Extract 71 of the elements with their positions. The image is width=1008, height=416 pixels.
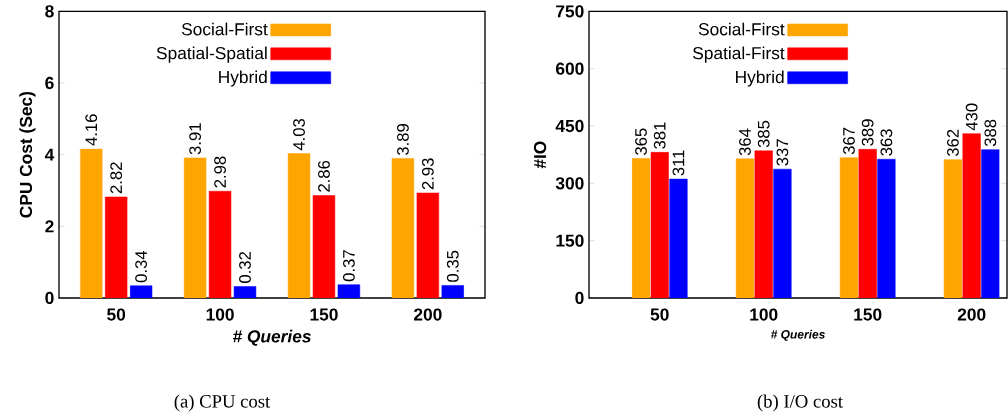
y-tick-label: 750 (556, 5, 584, 18)
y-tick-label: 6 (45, 76, 54, 90)
bar (441, 285, 464, 298)
data-label: 381 (653, 122, 666, 149)
y-tick-label: 2 (45, 220, 54, 233)
data-label: 367 (843, 127, 855, 155)
x-tick-label: 50 (107, 308, 126, 321)
x-tick-label: 200 (414, 308, 442, 321)
bar (877, 158, 896, 298)
data-label: 2.93 (421, 158, 434, 190)
legend-label: Spatial-Spatial (156, 46, 267, 63)
y-tick-label: 8 (45, 5, 54, 18)
legend-label: Hybrid (219, 70, 267, 87)
bar (735, 158, 755, 298)
y-tick-label: 600 (556, 62, 584, 75)
y-tick-label: 0 (575, 291, 584, 305)
data-label: 3.91 (189, 123, 202, 155)
bar (858, 149, 877, 298)
y-axis-title: CPU Cost (Sec) (19, 91, 36, 218)
data-label: 0.37 (343, 250, 355, 282)
x-tick-label: 200 (957, 308, 986, 321)
data-label: 3.89 (397, 124, 409, 156)
data-label: 363 (880, 129, 893, 156)
x-axis-title: # Queries (233, 329, 311, 346)
data-label: 2.82 (110, 162, 123, 194)
y-axis-title: #IO (533, 141, 547, 169)
bar (981, 149, 1000, 298)
legend-label: Hybrid (736, 70, 784, 87)
bar (943, 159, 963, 298)
data-label: 0.34 (135, 250, 147, 283)
data-label: 4.03 (293, 118, 305, 151)
x-tick-label: 150 (310, 308, 338, 321)
y-tick-label: 0 (45, 291, 54, 305)
data-label: 0.32 (239, 251, 251, 283)
text: (a) CPU cost (174, 394, 271, 412)
y-tick-label: 300 (555, 177, 584, 190)
data-label: 337 (776, 139, 789, 166)
bar (129, 285, 153, 298)
bar (631, 158, 651, 298)
x-tick-label: 100 (750, 308, 778, 321)
data-label: 430 (965, 103, 978, 131)
data-label: 365 (635, 128, 647, 155)
bar (773, 168, 792, 298)
x-tick-label: 50 (650, 308, 669, 321)
data-label: 362 (947, 129, 959, 157)
data-label: 389 (861, 119, 874, 146)
text: (b) I/O cost (757, 394, 843, 412)
data-label: 385 (757, 120, 770, 148)
data-label: 311 (672, 150, 685, 176)
data-label: 2.86 (318, 160, 330, 192)
y-tick-label: 4 (44, 148, 55, 161)
data-label: 4.16 (85, 114, 98, 146)
x-axis-title: # Queries (771, 329, 825, 341)
legend-label: Social-First (698, 22, 785, 36)
bar (337, 284, 361, 298)
bar (669, 178, 688, 298)
y-tick-label: 150 (556, 234, 584, 247)
data-label: 2.98 (214, 156, 226, 188)
legend-label: Social-First (181, 22, 268, 36)
bar (650, 152, 669, 298)
bar (233, 286, 257, 298)
legend-label: Spatial-First (693, 46, 785, 63)
data-label: 364 (739, 128, 751, 156)
bar (754, 150, 773, 298)
x-tick-label: 100 (206, 308, 234, 321)
data-label: 0.35 (446, 250, 459, 282)
y-tick-label: 450 (555, 119, 584, 133)
data-label: 388 (984, 119, 997, 147)
bar (839, 157, 859, 298)
x-tick-label: 150 (854, 308, 882, 321)
bar (962, 133, 981, 298)
